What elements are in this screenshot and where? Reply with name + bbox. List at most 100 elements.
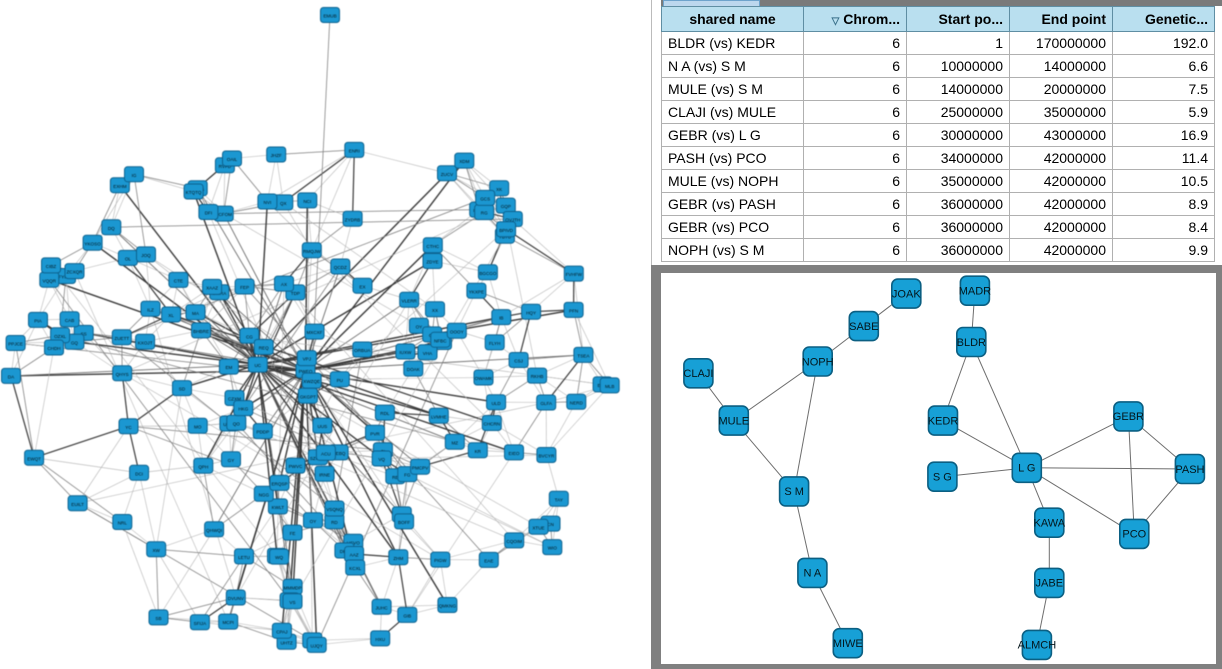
svg-text:CIBZ: CIBZ	[46, 264, 57, 269]
svg-text:EM: EM	[225, 365, 232, 370]
svg-text:BLDR: BLDR	[957, 337, 986, 349]
svg-text:GIB: GIB	[403, 614, 411, 619]
svg-text:FG: FG	[404, 473, 411, 478]
svg-text:PFN: PFN	[569, 309, 578, 314]
svg-text:CLAJI: CLAJI	[683, 368, 713, 380]
svg-text:ZCXQR: ZCXQR	[66, 270, 83, 275]
svg-text:VLERR: VLERR	[402, 298, 418, 303]
svg-text:QPH: QPH	[198, 464, 208, 469]
svg-text:SFIJA: SFIJA	[194, 621, 207, 626]
svg-text:GLFA: GLFA	[540, 401, 553, 406]
svg-text:MXCXF: MXCXF	[306, 330, 322, 335]
svg-text:L G: L G	[1018, 463, 1035, 475]
svg-text:OL: OL	[125, 257, 132, 262]
svg-text:JOAK: JOAK	[892, 288, 921, 300]
svg-text:FVHFW: FVHFW	[566, 272, 583, 277]
svg-text:IUXW: IUXW	[399, 350, 412, 355]
svg-text:KAWA: KAWA	[1034, 518, 1066, 530]
svg-text:NRL: NRL	[118, 521, 128, 526]
svg-text:UC: UC	[254, 363, 261, 368]
svg-text:HQY: HQY	[526, 310, 536, 315]
svg-text:VHA: VHA	[423, 351, 433, 356]
svg-text:BVCYR: BVCYR	[538, 454, 555, 459]
svg-text:DVUNV: DVUNV	[228, 596, 245, 601]
svg-text:NVI: NVI	[264, 200, 272, 205]
svg-text:UHTZ: UHTZ	[280, 640, 292, 645]
svg-text:QO: QO	[233, 421, 241, 426]
svg-text:XTUE: XTUE	[532, 525, 544, 530]
svg-text:LETU: LETU	[238, 555, 250, 560]
svg-text:JOQ: JOQ	[141, 253, 151, 258]
svg-text:EX: EX	[359, 284, 365, 289]
svg-text:REQ: REQ	[259, 346, 269, 351]
svg-text:YC: YC	[125, 425, 132, 430]
svg-text:EIEO: EIEO	[509, 451, 520, 456]
svg-text:UJQY: UJQY	[311, 644, 323, 649]
svg-text:WIO: WIO	[548, 546, 558, 551]
svg-text:FEP: FEP	[240, 285, 249, 290]
svg-text:JHZF: JHZF	[271, 153, 282, 158]
svg-text:XW: XW	[152, 548, 160, 553]
svg-text:VSQNQ: VSQNQ	[326, 507, 343, 512]
svg-text:PPJCE: PPJCE	[8, 342, 23, 347]
svg-text:OY: OY	[310, 519, 317, 524]
svg-text:FLYH: FLYH	[489, 341, 500, 346]
svg-text:DFI: DFI	[205, 211, 212, 216]
svg-text:EUILT: EUILT	[71, 502, 84, 507]
svg-text:HKG: HKG	[238, 407, 248, 412]
svg-text:BOFF: BOFF	[398, 520, 410, 525]
svg-text:PWVC: PWVC	[289, 464, 303, 469]
svg-text:ILZ: ILZ	[147, 307, 154, 312]
svg-text:HXU: HXU	[375, 637, 385, 642]
svg-text:GKGPT: GKGPT	[300, 394, 316, 399]
svg-text:DQ: DQ	[108, 226, 115, 231]
svg-text:BHBRE: BHBRE	[193, 329, 209, 334]
svg-text:KWLT: KWLT	[272, 505, 285, 510]
svg-text:ALMCH: ALMCH	[1018, 640, 1057, 652]
svg-text:YKXPE: YKXPE	[469, 289, 484, 294]
svg-text:IRNE: IRNE	[319, 472, 330, 477]
svg-text:NFBC: NFBC	[434, 338, 447, 343]
svg-text:CTE: CTE	[174, 279, 183, 284]
svg-text:DOAK: DOAK	[407, 367, 421, 372]
svg-text:ULD: ULD	[491, 401, 501, 406]
svg-text:OOOY: OOOY	[450, 329, 464, 334]
svg-text:RG: RG	[481, 211, 488, 216]
svg-text:PU: PU	[337, 378, 343, 383]
svg-text:MO: MO	[194, 424, 202, 429]
svg-text:DCI: DCI	[135, 471, 143, 476]
svg-text:ENRI: ENRI	[349, 149, 360, 154]
svg-text:IG: IG	[132, 173, 137, 178]
svg-text:RMQJW: RMQJW	[303, 249, 321, 254]
svg-text:S G: S G	[933, 472, 952, 484]
svg-text:KR: KR	[475, 449, 482, 454]
svg-text:QMKNG: QMKNG	[439, 604, 457, 609]
svg-text:CTHC: CTHC	[426, 244, 439, 249]
svg-text:GEBR: GEBR	[1113, 411, 1144, 423]
svg-text:TSEA: TSEA	[577, 354, 590, 359]
svg-text:KEDR: KEDR	[928, 415, 959, 427]
svg-text:KXOJT: KXOJT	[138, 340, 153, 345]
svg-text:OAIL: OAIL	[227, 157, 238, 162]
svg-text:XAAZ: XAAZ	[206, 286, 218, 291]
svg-text:ZUCV: ZUCV	[441, 172, 454, 177]
svg-text:SB: SB	[155, 616, 161, 621]
svg-text:ZYDRB: ZYDRB	[345, 217, 361, 222]
svg-text:ZUETT: ZUETT	[114, 336, 129, 341]
svg-text:MIWE: MIWE	[833, 638, 863, 650]
svg-text:FE: FE	[290, 531, 296, 536]
svg-text:VQ: VQ	[378, 457, 385, 462]
svg-text:MULE: MULE	[719, 415, 750, 427]
svg-text:S M: S M	[784, 486, 804, 498]
svg-text:YKOSO: YKOSO	[84, 241, 101, 246]
svg-text:N A: N A	[804, 568, 822, 580]
svg-text:XL: XL	[168, 313, 174, 318]
svg-text:MLB: MLB	[605, 384, 614, 389]
svg-text:PIA: PIA	[34, 319, 42, 324]
svg-text:GCS: GCS	[480, 197, 490, 202]
svg-text:EWQT: EWQT	[27, 456, 41, 461]
svg-text:QCDZ: QCDZ	[334, 265, 347, 270]
svg-text:CPAJ: CPAJ	[276, 629, 287, 634]
svg-text:ZDYE: ZDYE	[426, 260, 438, 265]
svg-text:XWZQE: XWZQE	[303, 379, 320, 384]
